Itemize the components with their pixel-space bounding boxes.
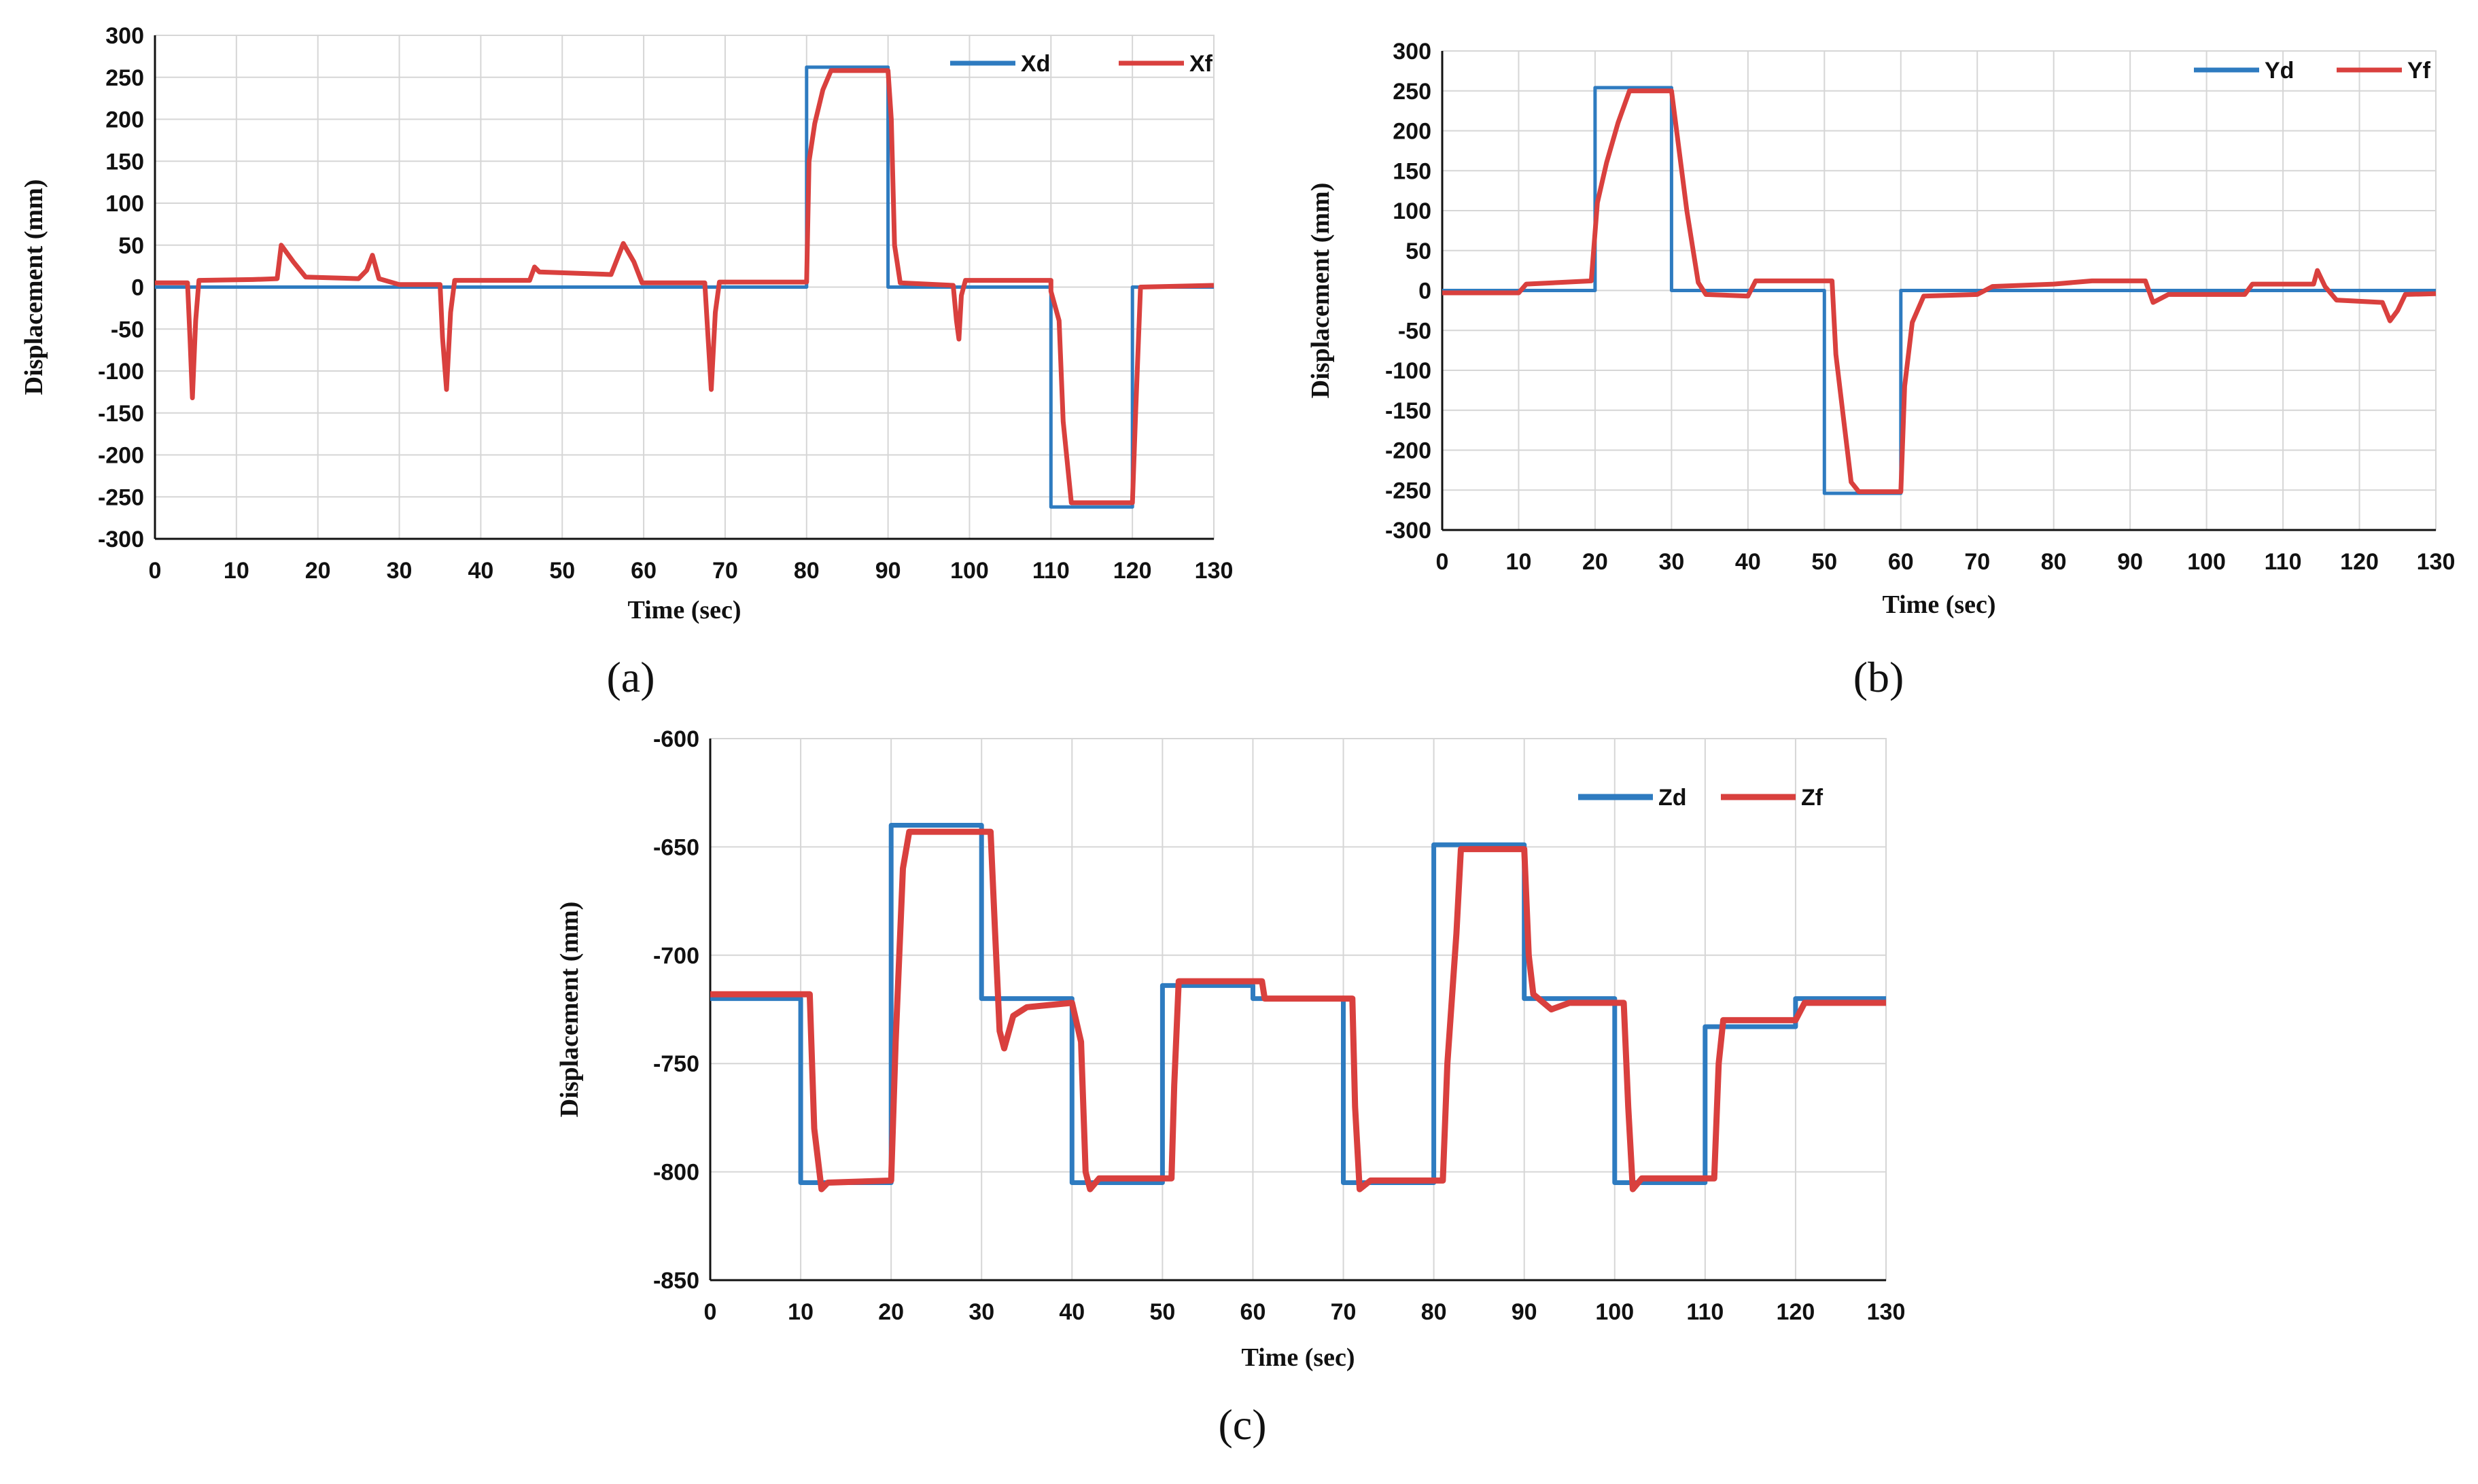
- x-tick-label: 40: [1735, 549, 1761, 575]
- x-tick-label: 130: [1195, 558, 1234, 584]
- plot-area: [710, 738, 1887, 1281]
- x-tick-label: 40: [468, 558, 493, 584]
- y-tick-label: 200: [1393, 119, 1431, 145]
- chart-a: 300250200150100500-50-100-150-200-250-30…: [20, 23, 1233, 701]
- panel-caption: (a): [606, 653, 655, 701]
- legend-label-zf: Zf: [1801, 785, 1823, 811]
- x-tick-label: 30: [1658, 549, 1684, 575]
- x-tick-label: 130: [1867, 1299, 1906, 1325]
- panel-caption: (c): [1218, 1400, 1266, 1449]
- series-line-yf: [1442, 88, 2437, 495]
- x-tick-label: 80: [1421, 1299, 1447, 1325]
- x-tick-label: 30: [968, 1299, 994, 1325]
- x-tick-label: 40: [1059, 1299, 1085, 1325]
- x-tick-label: 90: [875, 558, 901, 584]
- x-tick-label: 130: [2417, 549, 2456, 575]
- x-tick-label: 60: [1888, 549, 1914, 575]
- legend-label-yd: Yd: [2265, 58, 2294, 84]
- x-tick-label: 60: [1240, 1299, 1266, 1325]
- y-axis-label: Displacement (mm): [555, 902, 584, 1118]
- x-tick-label: 120: [1113, 558, 1152, 584]
- y-tick-label: 50: [1406, 238, 1431, 264]
- x-tick-label: 0: [704, 1299, 717, 1325]
- x-tick-label: 20: [305, 558, 331, 584]
- x-tick-label: 10: [788, 1299, 814, 1325]
- x-tick-label: 50: [1811, 549, 1837, 575]
- y-tick-label: -850: [653, 1268, 699, 1294]
- x-tick-label: 80: [794, 558, 820, 584]
- x-tick-label: 90: [1512, 1299, 1537, 1325]
- x-tick-label: 70: [1331, 1299, 1357, 1325]
- y-tick-label: -600: [653, 726, 699, 752]
- series-line-xf: [155, 68, 1215, 506]
- y-tick-label: 50: [118, 233, 144, 259]
- y-tick-label: -50: [111, 317, 144, 342]
- series-line-yd: [1442, 86, 2436, 495]
- y-tick-label: -150: [1385, 398, 1431, 424]
- y-tick-label: -50: [1398, 318, 1431, 344]
- chart-b: 300250200150100500-50-100-150-200-250-30…: [1306, 39, 2455, 701]
- x-tick-label: 50: [1149, 1299, 1175, 1325]
- legend-label-xd: Xd: [1021, 51, 1050, 77]
- x-tick-label: 90: [2117, 549, 2143, 575]
- y-tick-label: 250: [105, 65, 144, 91]
- y-tick-label: 150: [105, 149, 144, 175]
- series-line-zf: [710, 828, 1886, 1192]
- x-tick-label: 70: [712, 558, 738, 584]
- x-axis-label: Time (sec): [1241, 1343, 1355, 1372]
- x-tick-label: 110: [1032, 558, 1070, 584]
- x-axis-label: Time (sec): [627, 596, 741, 624]
- y-tick-label: 100: [105, 191, 144, 217]
- series-line-zd: [710, 823, 1886, 1185]
- x-tick-label: 120: [1777, 1299, 1815, 1325]
- y-tick-label: -100: [1385, 358, 1431, 384]
- legend-label-zd: Zd: [1658, 785, 1687, 811]
- x-tick-label: 50: [549, 558, 575, 584]
- x-tick-label: 20: [878, 1299, 904, 1325]
- panel-caption: (b): [1853, 653, 1904, 701]
- x-tick-label: 70: [1964, 549, 1990, 575]
- y-axis-label: Displacement (mm): [20, 179, 48, 395]
- x-tick-label: 120: [2340, 549, 2379, 575]
- x-tick-label: 80: [2041, 549, 2067, 575]
- y-tick-label: 300: [1393, 39, 1431, 65]
- x-axis-label: Time (sec): [1882, 590, 1995, 619]
- x-tick-label: 10: [1506, 549, 1532, 575]
- y-tick-label: -250: [1385, 478, 1431, 504]
- y-tick-label: -250: [98, 484, 144, 510]
- x-tick-label: 110: [2265, 549, 2302, 575]
- x-tick-label: 10: [224, 558, 249, 584]
- y-tick-label: 250: [1393, 79, 1431, 105]
- y-tick-label: 0: [1418, 279, 1431, 304]
- y-tick-label: -150: [98, 401, 144, 427]
- x-tick-label: 110: [1686, 1299, 1724, 1325]
- x-tick-label: 100: [950, 558, 989, 584]
- x-tick-label: 30: [387, 558, 413, 584]
- y-tick-label: -650: [653, 834, 699, 860]
- x-tick-label: 60: [631, 558, 657, 584]
- y-tick-label: -750: [653, 1051, 699, 1077]
- legend-label-yf: Yf: [2407, 58, 2431, 84]
- y-tick-label: 200: [105, 107, 144, 133]
- y-tick-label: -200: [98, 443, 144, 469]
- y-tick-label: 100: [1393, 198, 1431, 224]
- y-axis-label: Displacement (mm): [1306, 183, 1335, 399]
- x-tick-label: 0: [149, 558, 162, 584]
- y-tick-label: 300: [105, 23, 144, 49]
- y-tick-label: 0: [131, 275, 144, 301]
- y-tick-label: -800: [653, 1160, 699, 1186]
- x-tick-label: 100: [1595, 1299, 1634, 1325]
- x-tick-label: 100: [2187, 549, 2226, 575]
- y-tick-label: -300: [1385, 518, 1431, 544]
- y-tick-label: 150: [1393, 158, 1431, 184]
- legend-label-xf: Xf: [1189, 51, 1213, 77]
- y-tick-label: -200: [1385, 438, 1431, 464]
- y-tick-label: -100: [98, 359, 144, 385]
- y-tick-label: -700: [653, 943, 699, 969]
- x-tick-label: 20: [1582, 549, 1608, 575]
- y-tick-label: -300: [98, 527, 144, 552]
- x-tick-label: 0: [1436, 549, 1449, 575]
